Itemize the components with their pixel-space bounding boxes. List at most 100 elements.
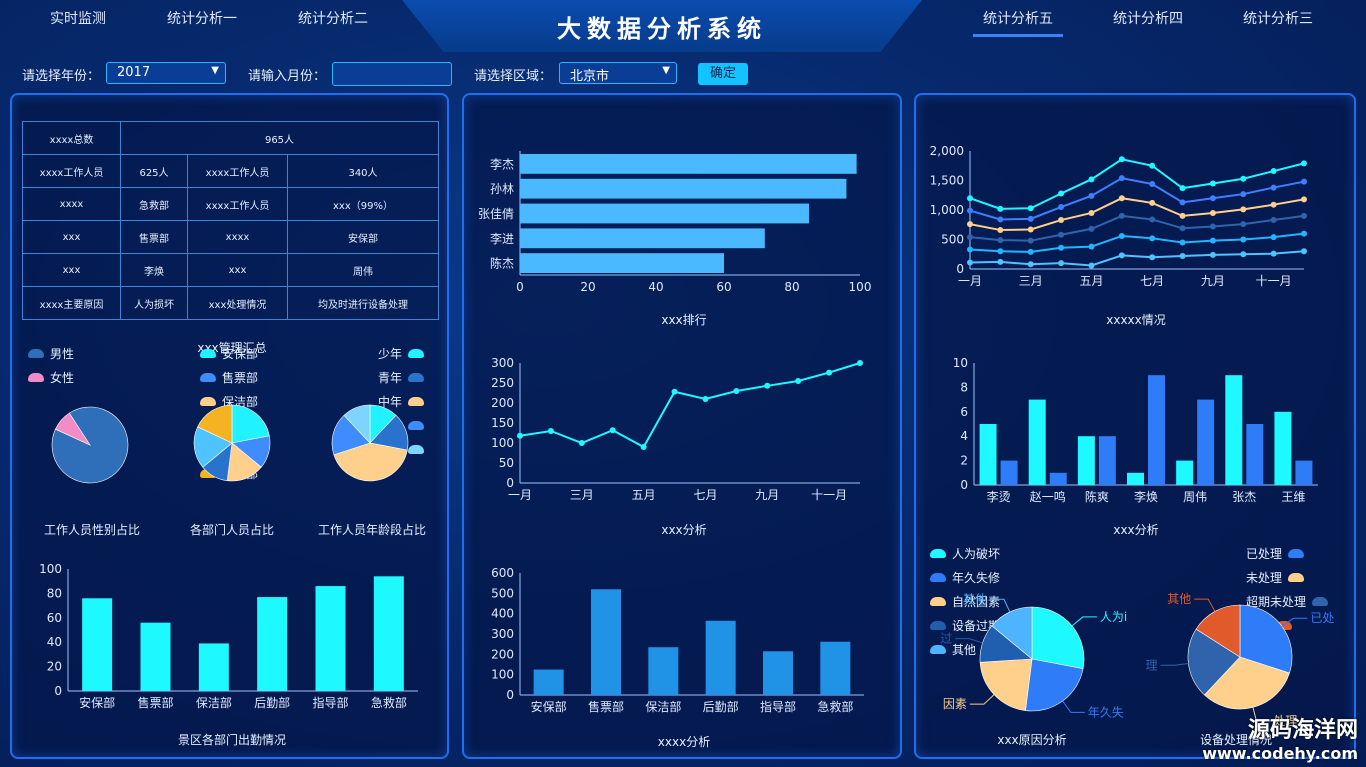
- data-point: [1270, 250, 1277, 257]
- legend-male[interactable]: 男性: [28, 345, 74, 362]
- data-point: [1058, 190, 1065, 197]
- x-tick-label: 七月: [693, 488, 717, 502]
- y-tick-label: 8: [960, 380, 968, 394]
- table-cell: xxxx总数: [22, 121, 121, 155]
- table-cell: xxx（99%）: [287, 187, 439, 221]
- dept-slice: [193, 426, 233, 468]
- x-tick-label: 李焕: [1134, 489, 1158, 504]
- y-tick-label: 20: [47, 660, 62, 674]
- legend-label: 少年: [378, 347, 403, 361]
- y-tick-label: 200: [491, 647, 514, 661]
- nav-stats-2[interactable]: 统计分析二: [298, 11, 368, 27]
- nav-stats-3[interactable]: 统计分析三: [1243, 11, 1313, 27]
- legend-female[interactable]: 女性: [28, 369, 74, 386]
- ranking-caption: xxx排行: [661, 313, 707, 327]
- label-line: [955, 638, 983, 644]
- year-select[interactable]: 2017 ▼: [106, 62, 226, 84]
- slice-label: 理: [1146, 658, 1158, 672]
- y-tick-label: 100: [39, 562, 62, 576]
- legend-label: 已处理: [1246, 547, 1283, 561]
- handled-legend-item[interactable]: 已处理: [1246, 545, 1305, 562]
- data-point: [1270, 184, 1277, 191]
- legend-swatch: [930, 573, 946, 582]
- line-caption: xxx分析: [661, 523, 707, 537]
- bar: [520, 253, 724, 273]
- nav-realtime[interactable]: 实时监测: [50, 11, 106, 27]
- bar: [373, 576, 404, 691]
- table-cell: 340人: [287, 154, 439, 188]
- table-cell: xxx处理情况: [187, 286, 288, 320]
- table-cell: 急救部: [120, 187, 188, 221]
- data-point: [702, 396, 709, 402]
- nav-stats-1[interactable]: 统计分析一: [167, 11, 237, 27]
- y-tick-label: 李杰: [490, 156, 514, 171]
- confirm-button[interactable]: 确定: [698, 63, 748, 85]
- pie-slice: [1187, 628, 1241, 696]
- dropdown-arrow-icon: ▼: [662, 65, 670, 76]
- x-tick-label: 张杰: [1232, 490, 1256, 504]
- x-tick-label: 急救部: [817, 699, 853, 714]
- bar: [533, 669, 564, 695]
- x-tick-label: 售票部: [588, 699, 624, 714]
- x-tick-label: 安保部: [79, 695, 115, 710]
- data-point: [1301, 178, 1307, 185]
- region-select[interactable]: 北京市 ▼: [559, 62, 677, 84]
- age-legend-item[interactable]: 少年: [378, 345, 425, 362]
- y-tick-label: 6: [960, 405, 968, 419]
- cause-legend-item[interactable]: 年久失修: [930, 569, 1000, 586]
- right-panel: 0 500 1,000 1,500 2,000 一月 三月 五月 七月 九月 十一月 xxxxx情况…: [914, 93, 1356, 759]
- bar: [1197, 399, 1215, 485]
- pie-slice: [1239, 604, 1293, 674]
- data-point: [1058, 231, 1065, 238]
- person-bar-caption: xxx分析: [1113, 523, 1159, 537]
- data-point: [609, 427, 616, 434]
- data-point: [997, 205, 1004, 212]
- pie-slice: [991, 606, 1033, 660]
- label-line: [1252, 707, 1271, 722]
- y-tick-label: 50: [499, 456, 514, 470]
- table-row: xxxx总数 965人: [22, 121, 439, 155]
- slice-label: 年久失: [1088, 704, 1124, 719]
- bar: [257, 597, 288, 691]
- data-point: [1301, 196, 1307, 203]
- nav-stats-4[interactable]: 统计分析四: [1113, 11, 1183, 27]
- cause-legend-item[interactable]: 设备过期: [930, 617, 1000, 634]
- legend-swatch: [1288, 573, 1305, 582]
- data-point: [1058, 217, 1065, 224]
- analysis-line-chart: 0 50 100 150 200 250 300 一月 三月 五月 七月 九月 十一月: [491, 356, 863, 502]
- legend-label: 超期未处理: [1246, 595, 1307, 609]
- nav-stats-5[interactable]: 统计分析五: [973, 8, 1063, 37]
- data-point: [1118, 232, 1125, 239]
- legend-label: 女性: [50, 371, 75, 385]
- cause-legend-item[interactable]: 自然因素: [930, 593, 1000, 610]
- handled-legend-item[interactable]: 未处理: [1246, 569, 1305, 586]
- label-line: [1281, 617, 1308, 627]
- dept-legend-item[interactable]: 安保部: [200, 345, 258, 362]
- data-point: [1027, 205, 1034, 212]
- month-input[interactable]: [332, 62, 452, 86]
- y-tick-label: 2: [960, 454, 968, 468]
- dept-legend-item[interactable]: 售票部: [200, 369, 258, 386]
- data-point: [1270, 201, 1277, 208]
- table-cell: xxxx工作人员: [187, 187, 288, 221]
- bar: [1246, 424, 1264, 485]
- pie-slice: [1025, 658, 1084, 712]
- data-point: [1027, 248, 1034, 255]
- legend-swatch: [200, 373, 216, 382]
- y-tick-label: 300: [491, 356, 514, 370]
- cause-legend-item[interactable]: 人为破坏: [930, 545, 1000, 562]
- series-line: [969, 214, 1305, 242]
- bar: [591, 589, 621, 695]
- x-tick-label: 100: [849, 280, 872, 294]
- age-legend-item[interactable]: 中年: [378, 393, 425, 410]
- data-point: [1270, 217, 1277, 224]
- system-title: 大数据分析系统: [557, 14, 767, 43]
- table-row: xxx 售票部 xxxx 安保部: [22, 220, 439, 254]
- table-cell: 售票部: [120, 220, 188, 254]
- handled-legend-item[interactable]: 超期未处理: [1246, 593, 1329, 610]
- age-legend-item[interactable]: 青年: [378, 369, 425, 386]
- x-tick-label: 九月: [1201, 274, 1225, 288]
- data-point: [967, 221, 973, 228]
- cause-legend-item[interactable]: 其他: [930, 641, 976, 658]
- legend-swatch: [408, 445, 425, 454]
